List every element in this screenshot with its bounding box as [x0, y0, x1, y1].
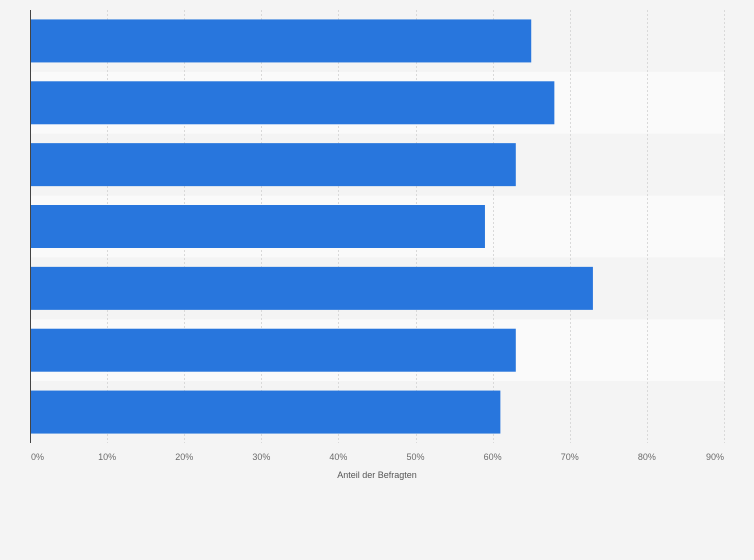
- x-tick-label: 30%: [252, 452, 270, 462]
- x-axis-ticks: 0% 10% 20% 30% 40% 50% 60% 70% 80% 90%: [31, 452, 724, 462]
- bar: [30, 81, 555, 125]
- x-axis-title: Anteil der Befragten: [337, 470, 417, 480]
- x-tick-label: 80%: [638, 452, 656, 462]
- x-tick-label: 0%: [31, 452, 44, 462]
- bar: [30, 19, 532, 63]
- bar: [30, 205, 485, 248]
- x-tick-label: 20%: [175, 452, 193, 462]
- bar: [30, 266, 593, 310]
- x-tick-label: 90%: [706, 452, 724, 462]
- x-tick-label: 40%: [329, 452, 347, 462]
- x-tick-label: 50%: [407, 452, 425, 462]
- bar: [30, 328, 516, 372]
- x-tick-label: 60%: [484, 452, 502, 462]
- bar: [30, 143, 516, 187]
- x-tick-label: 10%: [98, 452, 116, 462]
- bar: [30, 390, 501, 434]
- x-tick-label: 70%: [561, 452, 579, 462]
- bars: [30, 19, 593, 434]
